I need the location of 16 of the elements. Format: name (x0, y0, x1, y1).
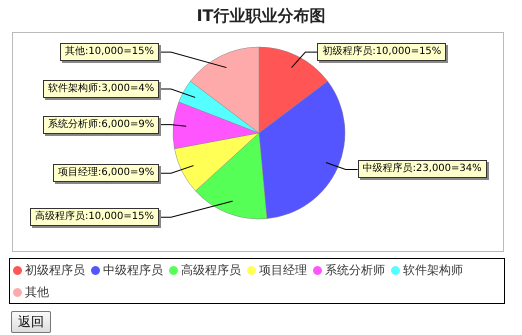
data-label: 系统分析师:6,000=9% (43, 116, 160, 134)
legend-label: 中级程序员 (102, 262, 163, 279)
data-label: 高级程序员:10,000=15% (30, 208, 159, 226)
data-label: 项目经理:6,000=9% (53, 164, 160, 182)
data-label: 初级程序员:10,000=15% (317, 43, 446, 62)
data-label: 软件架构师:3,000=4% (43, 80, 160, 98)
legend-label: 项目经理 (258, 262, 307, 279)
legend-label: 软件架构师 (402, 262, 463, 279)
legend-label: 其他 (24, 284, 49, 301)
legend-label: 高级程序员 (180, 262, 241, 279)
legend-label: 系统分析师 (324, 262, 385, 279)
data-label: 其他:10,000=15% (60, 43, 159, 62)
text: 返回 (11, 311, 51, 333)
data-label: 中级程序员:23,000=34% (358, 160, 487, 178)
chart-title: IT行业职业分布图 (196, 6, 326, 27)
legend-label: 初级程序员 (24, 262, 85, 279)
